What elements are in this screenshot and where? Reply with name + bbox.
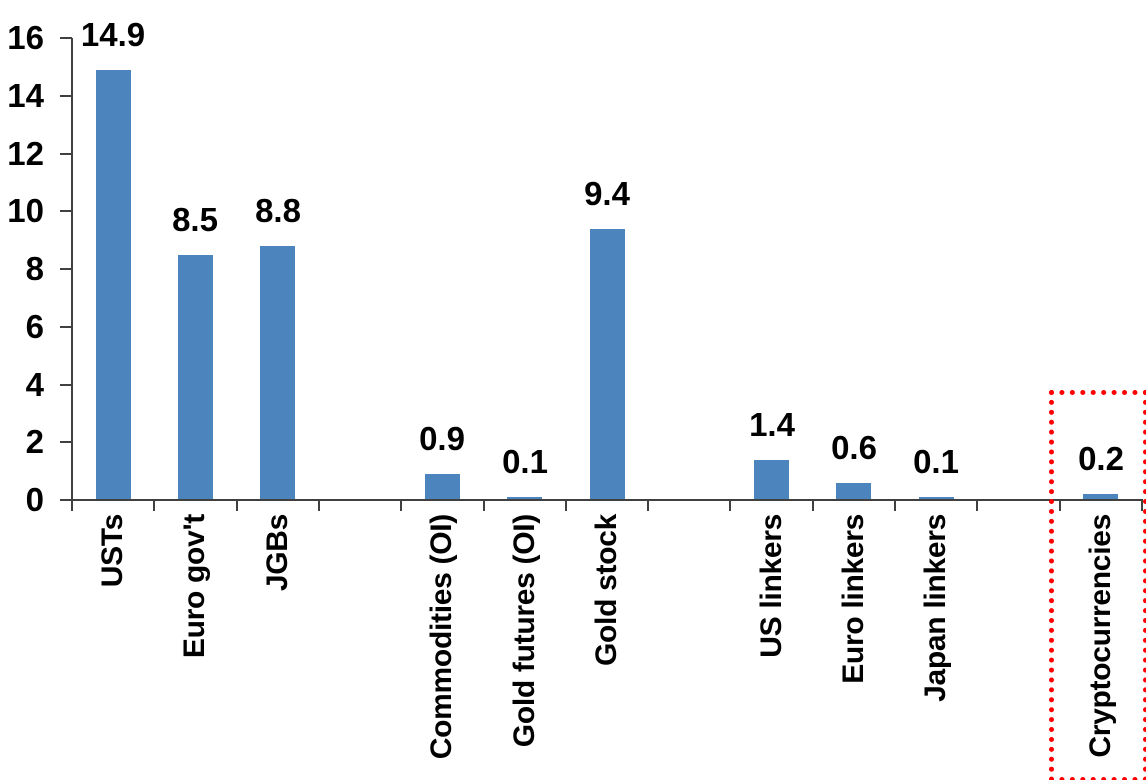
- category-label-japan-linkers: Japan linkers: [919, 514, 952, 702]
- x-axis-tick: [564, 500, 567, 511]
- y-axis-tick: [60, 383, 72, 386]
- x-axis-tick: [1141, 500, 1143, 511]
- bar-cryptocurrencies: [1083, 494, 1118, 500]
- value-label-usts: 14.9: [80, 16, 146, 53]
- y-axis-tick-label: 12: [7, 134, 44, 172]
- y-axis-tick-label: 6: [25, 307, 44, 345]
- x-axis-tick: [976, 500, 979, 511]
- highlight-box-cryptocurrencies: [1049, 390, 1146, 780]
- y-axis-tick: [60, 325, 72, 328]
- y-axis-tick-label: 16: [7, 19, 44, 56]
- x-axis-tick: [647, 500, 650, 511]
- category-label-euro-gov-t: Euro gov't: [178, 514, 211, 659]
- bar-usts: [96, 70, 131, 500]
- x-axis-tick: [894, 500, 897, 511]
- y-axis-tick: [60, 94, 72, 97]
- value-label-us-linkers: 1.4: [749, 406, 795, 443]
- y-axis-line: [71, 38, 73, 500]
- category-label-gold-stock: Gold stock: [590, 514, 623, 667]
- x-axis-tick: [71, 500, 73, 511]
- y-axis-tick-label: 8: [25, 250, 44, 287]
- category-label-euro-linkers: Euro linkers: [837, 514, 870, 684]
- category-label-usts: USTs: [96, 514, 129, 588]
- value-label-japan-linkers: 0.1: [913, 443, 959, 480]
- y-axis-tick: [60, 152, 72, 155]
- value-label-commodities-oi: 0.9: [419, 420, 465, 457]
- value-label-gold-futures-oi: 0.1: [502, 443, 548, 480]
- y-axis-tick-label: 0: [25, 481, 44, 518]
- y-axis-tick-label: 10: [7, 192, 44, 230]
- value-label-gold-stock: 9.4: [584, 175, 630, 212]
- bar-us-linkers: [754, 460, 789, 500]
- value-label-jgbs: 8.8: [255, 192, 301, 229]
- bar-jgbs: [260, 246, 295, 500]
- value-label-euro-gov-t: 8.5: [172, 201, 218, 238]
- bar-gold-stock: [590, 229, 625, 500]
- category-label-gold-futures-oi: Gold futures (OI): [508, 514, 541, 748]
- x-axis-tick: [482, 500, 485, 511]
- value-label-cryptocurrencies: 0.2: [1078, 440, 1124, 477]
- bar-commodities-oi: [425, 474, 460, 500]
- x-axis-tick: [235, 500, 238, 511]
- x-axis-tick: [400, 500, 403, 511]
- x-axis-tick: [729, 500, 732, 511]
- x-axis-tick: [317, 500, 320, 511]
- value-label-euro-linkers: 0.6: [831, 429, 877, 466]
- category-label-us-linkers: US linkers: [755, 514, 788, 658]
- y-axis-tick-label: 2: [25, 423, 44, 461]
- category-label-commodities-oi: Commodities (OI): [425, 514, 458, 760]
- bar-euro-linkers: [836, 483, 871, 500]
- y-axis-tick: [60, 268, 72, 270]
- bar-japan-linkers: [919, 497, 954, 500]
- y-axis-tick: [60, 441, 72, 444]
- y-axis-tick: [60, 37, 72, 39]
- x-axis-tick: [1058, 500, 1061, 511]
- category-label-jgbs: JGBs: [261, 514, 294, 592]
- bar-euro-gov-t: [178, 255, 213, 500]
- y-axis-tick: [60, 499, 72, 501]
- y-axis-tick-label: 4: [25, 365, 44, 403]
- y-axis-tick-label: 14: [7, 76, 44, 114]
- x-axis-line: [71, 499, 1143, 501]
- bar-gold-futures-oi: [507, 497, 542, 500]
- x-axis-tick: [811, 500, 814, 511]
- y-axis-tick: [60, 210, 72, 213]
- x-axis-tick: [153, 500, 156, 511]
